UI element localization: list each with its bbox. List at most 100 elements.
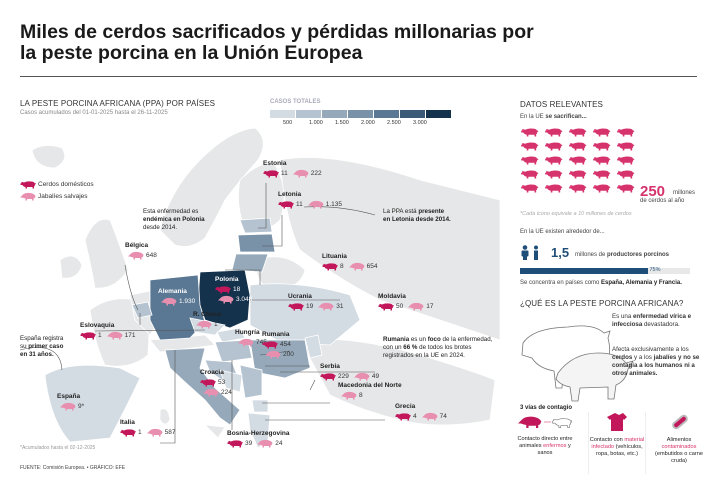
wild-boar-icon [20,192,36,201]
pig-icon [616,183,635,193]
note-poland: Esta enfermedad es endémica en Polonia des… [143,208,205,231]
country-name: Polonia [215,276,239,283]
domestic-count: 1 [138,429,142,436]
domestic-count: 53 [218,379,226,386]
route-infected-material: Contacto con material infectado (vehícul… [588,412,646,474]
pig-icon [592,183,611,193]
map-heading: LA PESTE PORCINA AFRICANA (PPA) POR PAÍS… [20,99,216,108]
domestic-count: 50 [396,303,404,310]
pig-icon [520,141,539,151]
wild-boar-icon [308,200,324,209]
pig-icon [544,169,563,179]
wild-boar-icon [422,412,438,421]
sicily [203,424,226,439]
country-moldova [304,334,323,359]
country-cases: 454 200 [262,340,312,359]
country-name: Bélgica [125,242,149,249]
scale-swatch [426,110,451,118]
pig-unit: millones [673,190,696,196]
country-cases: 229 49 [320,372,379,381]
scale-swatch [374,110,399,118]
scale-tick: 3.000 [413,120,427,126]
domestic-count: 19 [306,303,314,310]
pig-icon [592,127,611,137]
country-macedonia [251,399,269,413]
country-belgium [131,301,153,319]
wild-boar-icon [107,331,123,340]
note-spain: España registra su primer caso en 31 años. [20,335,64,358]
infected-boar-icon [517,416,572,428]
country-hungary [214,339,253,363]
country-name: R. Checa [193,311,221,318]
domestic-count: 229 [338,373,349,380]
scale-tick: 2.500 [387,120,401,126]
uk [84,218,129,289]
map-subheading: Casos acumulados del 01-01-2025 hasta el… [20,110,168,116]
pig-icon [616,169,635,179]
country-name: Alemania [158,288,187,295]
pig-icon [592,141,611,151]
wild-count: 648 [146,252,157,259]
country-cases: 8 654 [322,262,377,271]
scandinavia [159,127,264,247]
domestic-pig-icon [200,378,216,387]
wild-boar-icon [147,428,163,437]
domestic-pig-icon [227,439,243,448]
domestic-pig-icon [395,412,411,421]
country-name: Letonia [278,191,302,198]
scale-swatch [348,110,373,118]
what-paragraph-2: Afecta exclusivamente a los cerdos y a l… [612,346,700,377]
domestic-pig-icon [120,428,136,437]
what-heading: ¿QUÉ ES LA PESTE PORCINA AFRICANA? [520,299,684,308]
domestic-count: 1 [98,332,102,339]
slaughter-intro: En la UE se sacrifican... [520,114,587,120]
wild-boar-icon [238,338,254,347]
country-name: Bosnia-Herzegovina [227,430,290,437]
wild-boar-icon [318,302,334,311]
country-romania [249,339,311,379]
producers-bar [520,268,690,274]
bar-label: 75% [649,267,661,273]
wild-boar-icon [128,251,144,260]
page-title: Miles de cerdos sacrificados y pérdidas … [20,21,534,64]
pig-icon [544,141,563,151]
country-name: Moldavia [378,293,406,300]
domestic-pig-icon [262,340,278,349]
wild-count: 171 [124,332,136,339]
pig-icon [568,155,587,165]
country-name: Eslovaquia [80,322,115,329]
wild-count: 654 [366,263,378,270]
pig-icon [544,155,563,165]
scale-swatch [322,110,347,118]
country-cases: 1 171 [80,331,135,340]
routes-heading: 3 vías de contagio [520,405,573,411]
domestic-pig-icon [378,302,394,311]
shirt-icon [607,413,627,431]
balkans-east [299,338,496,426]
legend-label: Jabalíes salvajes [38,193,88,200]
pig-number: 250 [640,183,666,200]
country-name: Estonia [263,160,287,167]
wild-count: 745 [256,339,267,346]
country-cases: 18 3.048 [215,285,265,304]
scale-tick: 2.000 [361,120,375,126]
domestic-count: 39 [245,440,253,447]
wild-count: 1 [214,321,218,328]
pig-icon [568,169,587,179]
wild-count: 17 [426,303,434,310]
wild-boar-icon [293,169,309,178]
wild-count: 200 [283,351,294,358]
scale-tick: 500 [283,120,293,126]
country-cases: 53 224 [200,378,250,397]
wild-boar-icon [341,391,357,400]
legend-domestic: Cerdos domésticos [20,180,94,189]
pig-icon [544,127,563,137]
wild-count: 31 [336,303,344,310]
iceland [31,145,66,169]
wild-boar-icon [408,302,424,311]
country-name: Hungría [235,329,260,336]
route-contaminated-food: Alimentos contaminados (embutidos o carn… [650,412,708,474]
scale-swatch [400,110,425,118]
producers-bar-fill [520,268,648,274]
country-name: Lituania [322,253,347,260]
